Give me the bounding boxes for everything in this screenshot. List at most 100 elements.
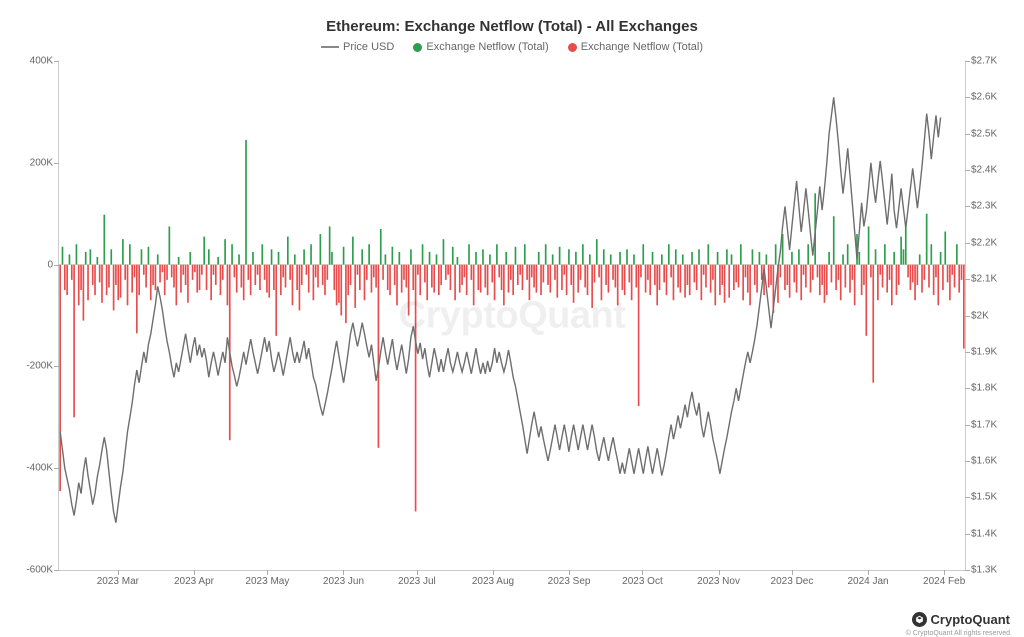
inflow-bar [245, 140, 247, 265]
inflow-bar [392, 247, 394, 265]
inflow-bar [203, 237, 205, 265]
outflow-bar [812, 265, 814, 280]
outflow-bar [285, 265, 287, 288]
outflow-bar [879, 265, 881, 275]
outflow-bar [196, 265, 198, 293]
inflow-bar [766, 254, 768, 264]
outflow-bar [680, 265, 682, 293]
x-tick-label: 2023 Jul [398, 576, 436, 587]
outflow-bar [838, 265, 840, 280]
outflow-bar [638, 265, 640, 407]
outflow-bar [728, 265, 730, 298]
outflow-bar [917, 265, 919, 285]
outflow-bar [519, 265, 521, 275]
outflow-bar [166, 265, 168, 280]
outflow-bar [306, 265, 308, 275]
outflow-bar [891, 265, 893, 306]
outflow-bar [659, 265, 661, 290]
outflow-bar [954, 265, 956, 288]
outflow-bar [958, 265, 960, 293]
inflow-bar [368, 244, 370, 264]
outflow-bar [259, 265, 261, 290]
outflow-bar [786, 265, 788, 285]
outflow-bar [800, 265, 802, 301]
inflow-bar [626, 249, 628, 264]
inflow-bar [698, 249, 700, 264]
outflow-bar [273, 265, 275, 290]
outflow-bar [756, 265, 758, 293]
inflow-bar [956, 244, 958, 264]
x-tick-label: 2023 Sep [548, 576, 591, 587]
outflow-bar [357, 265, 359, 275]
inflow-bar [919, 254, 921, 264]
inflow-bar [410, 249, 412, 264]
outflow-bar [371, 265, 373, 293]
outflow-bar [466, 265, 468, 296]
outflow-bar [266, 265, 268, 293]
inflow-bar [343, 247, 345, 265]
x-tick-label: 2023 Apr [174, 576, 214, 587]
outflow-bar [503, 265, 505, 306]
inflow-bar [538, 252, 540, 265]
outflow-bar [289, 265, 291, 280]
outflow-bar [94, 265, 96, 296]
outflow-bar [536, 265, 538, 293]
outflow-bar [526, 265, 528, 280]
outflow-bar [471, 265, 473, 280]
outflow-bar [947, 265, 949, 283]
inflow-bar [385, 254, 387, 264]
inflow-bar [568, 249, 570, 264]
outflow-bar [373, 265, 375, 278]
outflow-bar [194, 265, 196, 273]
outflow-bar [570, 265, 572, 285]
inflow-bar [833, 216, 835, 264]
outflow-bar [389, 265, 391, 296]
inflow-bar [189, 252, 191, 265]
outflow-bar [143, 265, 145, 275]
outflow-bar [113, 265, 115, 311]
inflow-bar [603, 249, 605, 264]
x-tick-label: 2023 Nov [697, 576, 740, 587]
legend-inflow: Exchange Netflow (Total) [413, 41, 548, 53]
inflow-bar [496, 244, 498, 264]
outflow-bar [173, 265, 175, 288]
outflow-bar [280, 265, 282, 296]
inflow-bar [62, 247, 64, 265]
inflow-bar [452, 247, 454, 265]
outflow-bar [617, 265, 619, 306]
outflow-bar [951, 265, 953, 275]
outflow-bar [851, 265, 853, 280]
outflow-bar [71, 265, 73, 280]
y-right-tick-label: $2.4K [971, 165, 997, 176]
y-left-tick-label: 0 [47, 259, 53, 270]
outflow-bar [234, 265, 236, 278]
outflow-bar [185, 265, 187, 285]
outflow-bar [721, 265, 723, 285]
inflow-bar [329, 226, 331, 264]
y-right-tick-label: $1.7K [971, 419, 997, 430]
inflow-bar [940, 252, 942, 265]
legend-inflow-label: Exchange Netflow (Total) [426, 41, 548, 53]
outflow-bar [840, 265, 842, 301]
outflow-bar [145, 265, 147, 288]
outflow-bar [120, 265, 122, 298]
inflow-bar [944, 232, 946, 265]
outflow-bar [92, 265, 94, 285]
inflow-bar [224, 239, 226, 264]
inflow-bar [398, 252, 400, 265]
inflow-bar [96, 257, 98, 265]
inflow-bar [141, 249, 143, 264]
outflow-bar [412, 265, 414, 290]
inflow-bar [443, 239, 445, 264]
outflow-bar [338, 265, 340, 303]
y-right-tick-label: $2.5K [971, 128, 997, 139]
outflow-bar [115, 265, 117, 285]
outflow-bar [484, 265, 486, 288]
inflow-bar [807, 244, 809, 264]
outflow-bar [749, 265, 751, 306]
inflow-bar [310, 244, 312, 264]
outflow-bar [705, 265, 707, 288]
y-right-tick-label: $1.4K [971, 528, 997, 539]
inflow-bar [505, 252, 507, 265]
y-right-tick-label: $2K [971, 310, 989, 321]
